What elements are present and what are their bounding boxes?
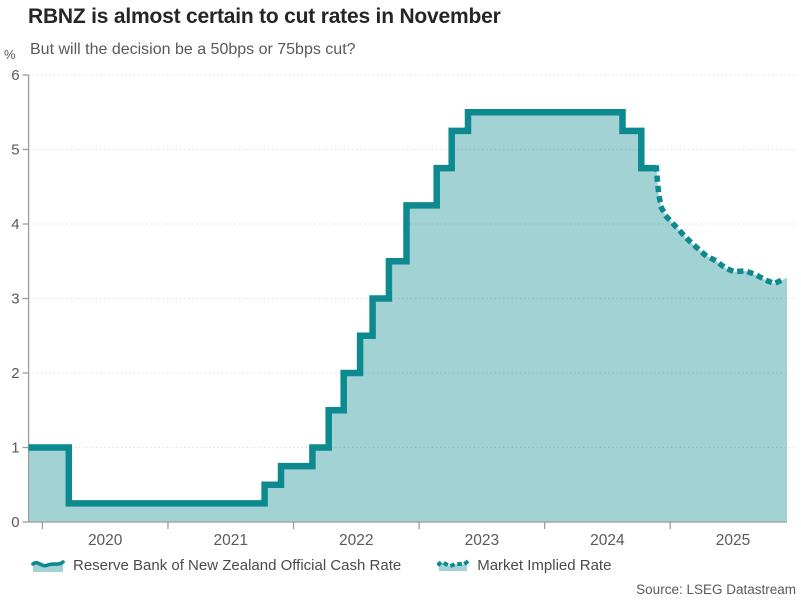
y-tick-label: 0: [11, 514, 19, 531]
y-tick-label: 1: [11, 440, 19, 457]
y-tick-label: 5: [11, 142, 19, 159]
y-tick-label: 6: [11, 67, 19, 84]
chart-title: RBNZ is almost certain to cut rates in N…: [28, 5, 501, 28]
x-tick-label: 2022: [339, 532, 373, 549]
x-tick-label: 2025: [716, 532, 750, 549]
chart-subtitle: But will the decision be a 50bps or 75bp…: [30, 41, 356, 58]
y-axis-unit-label: %: [4, 47, 16, 62]
y-tick-label: 2: [11, 365, 19, 382]
official-cash-rate-step-line: [28, 109, 657, 507]
market-implied-dotted-line: [653, 165, 791, 287]
area-line-icon: [31, 560, 65, 572]
legend: Reserve Bank of New Zealand Official Cas…: [31, 556, 611, 574]
dotted-line-icon: [437, 559, 470, 571]
y-tick-label: 3: [11, 291, 19, 308]
x-tick-label: 2024: [590, 532, 625, 549]
x-tick-label: 2021: [213, 532, 247, 549]
legend-item-market-implied-rate: Market Implied Rate: [437, 556, 611, 574]
rate-area-fill: [28, 112, 788, 523]
legend-label: Reserve Bank of New Zealand Official Cas…: [73, 556, 402, 574]
legend-item-official-cash-rate: Reserve Bank of New Zealand Official Cas…: [31, 556, 401, 574]
x-tick-label: 2020: [88, 532, 123, 549]
legend-label: Market Implied Rate: [477, 556, 612, 574]
source-credit: Source: LSEG Datastream: [636, 582, 796, 597]
y-tick-label: 4: [11, 216, 19, 233]
x-tick-label: 2023: [465, 532, 499, 549]
